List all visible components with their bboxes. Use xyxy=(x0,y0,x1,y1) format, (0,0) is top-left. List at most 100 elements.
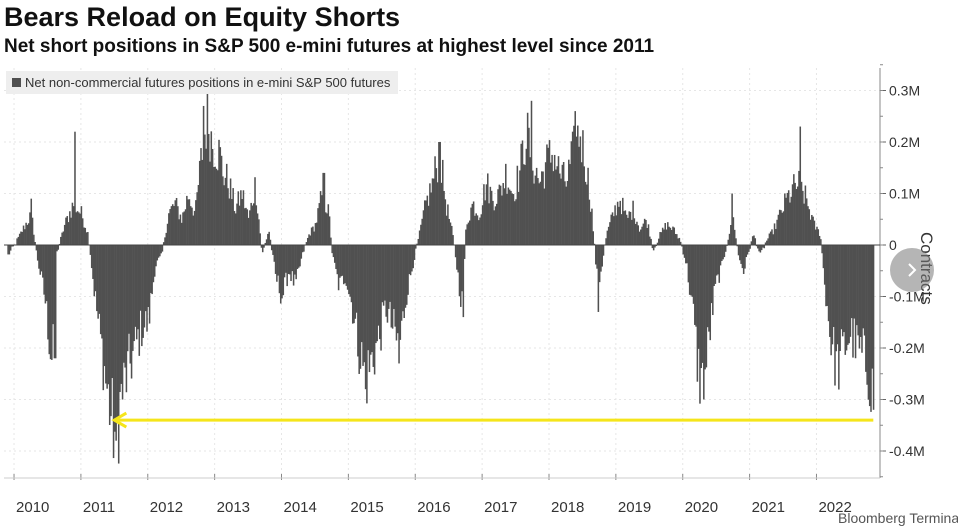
bar xyxy=(839,245,841,352)
bar xyxy=(655,245,658,247)
bar xyxy=(796,186,799,245)
bar xyxy=(870,245,872,412)
bar xyxy=(836,245,839,345)
bar xyxy=(177,206,179,245)
bar xyxy=(24,229,26,245)
bar xyxy=(38,245,40,269)
bar xyxy=(435,168,438,245)
bar xyxy=(33,234,35,245)
axis-layer: 0.3M 0.2M 0.1M 0 -0.1M -0.2M -0.3M -0.4M 2010 201… xyxy=(4,64,925,516)
legend-label: Net non-commercial futures positions in … xyxy=(25,75,391,90)
bar xyxy=(216,170,219,245)
bar xyxy=(700,245,703,369)
bar xyxy=(156,245,159,261)
bar xyxy=(268,231,270,245)
bar xyxy=(601,245,603,267)
bar xyxy=(143,245,146,328)
bar xyxy=(659,231,661,245)
bar xyxy=(574,111,576,245)
bar xyxy=(279,245,282,304)
bar xyxy=(278,245,281,294)
bar xyxy=(793,174,795,245)
bar xyxy=(90,245,93,269)
bar xyxy=(249,210,251,245)
bar xyxy=(277,245,279,276)
bar xyxy=(353,245,355,324)
bar xyxy=(214,166,216,245)
bar xyxy=(697,245,700,349)
bar xyxy=(575,136,578,245)
bar xyxy=(265,239,268,245)
bar xyxy=(759,245,762,253)
x-tick-label: 2017 xyxy=(484,499,517,516)
bar xyxy=(872,245,875,410)
bar xyxy=(688,245,691,295)
bar xyxy=(290,245,292,282)
bar xyxy=(92,245,94,279)
bar xyxy=(804,185,807,245)
bar xyxy=(715,245,718,276)
bar xyxy=(489,186,492,245)
bar xyxy=(866,245,868,385)
bar xyxy=(749,245,751,249)
bar xyxy=(282,245,285,296)
bar xyxy=(357,245,359,357)
bar xyxy=(501,195,503,245)
next-slide-button[interactable] xyxy=(890,248,934,292)
bar xyxy=(129,245,132,364)
bar xyxy=(39,245,42,275)
bar xyxy=(341,245,344,276)
bar xyxy=(502,183,504,245)
bar xyxy=(362,245,364,366)
bar xyxy=(220,155,223,245)
bar xyxy=(615,215,618,245)
bar xyxy=(155,245,157,267)
bar xyxy=(363,245,366,363)
bar xyxy=(418,230,421,245)
bar xyxy=(267,233,269,245)
bar xyxy=(345,245,348,286)
bar xyxy=(503,188,506,245)
bar xyxy=(559,173,561,245)
bar xyxy=(721,245,723,261)
bar xyxy=(442,159,444,245)
bar xyxy=(533,183,535,245)
bar xyxy=(432,178,435,245)
bar xyxy=(587,167,589,245)
bar xyxy=(229,178,232,245)
bar xyxy=(384,245,386,301)
bar xyxy=(151,245,153,295)
bar xyxy=(412,245,414,269)
bar xyxy=(390,245,393,328)
bar xyxy=(53,245,56,359)
bar xyxy=(480,214,483,245)
bar xyxy=(686,245,688,264)
bar xyxy=(651,245,654,249)
bar xyxy=(421,218,423,245)
bar xyxy=(826,245,829,306)
bar xyxy=(116,245,119,420)
bar xyxy=(676,234,678,245)
bar xyxy=(57,245,60,250)
bar xyxy=(809,219,812,245)
bar xyxy=(331,245,333,254)
bar xyxy=(434,156,436,245)
bar xyxy=(11,245,13,247)
bar xyxy=(285,245,287,273)
bar xyxy=(286,245,288,287)
bar xyxy=(843,245,845,333)
x-tick-label: 2014 xyxy=(284,499,317,516)
bar xyxy=(784,193,786,245)
x-tick-label: 2020 xyxy=(685,499,718,516)
bar xyxy=(192,215,195,245)
y-tick-label: -0.2M xyxy=(889,340,925,356)
bar xyxy=(107,245,110,385)
bar xyxy=(682,245,685,255)
bar xyxy=(479,217,481,245)
bar xyxy=(719,245,722,266)
bar xyxy=(188,199,191,245)
bar xyxy=(672,226,674,245)
bar xyxy=(142,245,144,338)
bar xyxy=(105,245,107,384)
bar xyxy=(466,224,468,245)
